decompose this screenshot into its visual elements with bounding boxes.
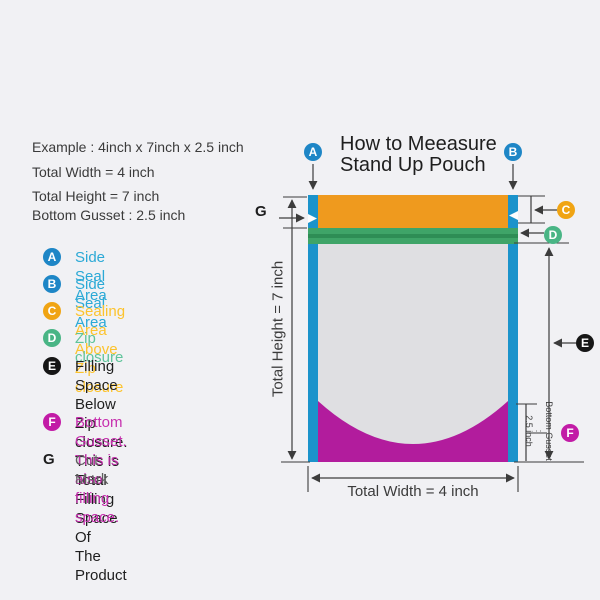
legend-label-d: Zip closure [75, 330, 124, 366]
cut-mark-notch-right [509, 211, 518, 220]
legend-item-c: C Sealing Area Above Zip closure [43, 302, 125, 396]
legend-label-c: Sealing Area Above Zip closure [75, 303, 126, 396]
legend-item-g: G Cut Mark [43, 451, 108, 488]
letter-g: G [43, 451, 55, 468]
badge-b: B [43, 275, 61, 293]
page-title: How to Meeasure Stand Up Pouch [340, 133, 497, 176]
dimension-lines [279, 164, 584, 492]
legend-label-e: Filling Space Below Zip closure. This Is… [75, 358, 128, 584]
example-line-1: Example : 4inch x 7inch x 2.5 inch [32, 139, 244, 155]
badge-f: F [43, 413, 61, 431]
legend-label-b: Side Seal Area [75, 276, 107, 331]
zip-closure-stripe [308, 234, 518, 238]
legend-label-f: Bottom Gusset. This is also filling spac… [75, 414, 127, 526]
badge-e: E [43, 357, 61, 375]
legend-item-f: F Bottom Gusset. This is also filling sp… [43, 413, 127, 526]
bottom-gusset-label: Bottom Gusset : 2.5 inch [524, 401, 554, 461]
diagram-badge-e: E [576, 334, 594, 352]
badge-a: A [43, 248, 61, 266]
total-height-label: Total Height = 7 inch [269, 260, 287, 398]
diagram-letter-g: G [255, 203, 267, 220]
legend-item-e: E Filling Space Below Zip closure. This … [43, 357, 128, 584]
legend-item-a: A Side Seal Area [43, 248, 107, 304]
side-seal-right [508, 195, 518, 462]
legend-label-g: Cut Mark [75, 452, 109, 488]
diagram-badge-b: B [504, 143, 522, 161]
badge-d: D [43, 329, 61, 347]
legend-item-d: D Zip closure [43, 329, 123, 366]
example-line-2: Total Width = 4 inch [32, 164, 155, 180]
diagram-badge-d: D [544, 226, 562, 244]
total-width-label: Total Width = 4 inch [347, 483, 479, 500]
top-seal-area [318, 195, 508, 228]
example-line-3: Total Height = 7 inch [32, 188, 160, 204]
legend-item-b: B Side Seal Area [43, 275, 107, 331]
badge-c: C [43, 302, 61, 320]
diagram-badge-a: A [304, 143, 322, 161]
example-line-4: Bottom Gusset : 2.5 inch [32, 207, 186, 223]
legend-label-a: Side Seal Area [75, 249, 107, 304]
diagram-badge-f: F [561, 424, 579, 442]
diagram-badge-c: C [557, 201, 575, 219]
bottom-gusset [318, 401, 508, 462]
side-seal-left [308, 195, 318, 462]
cut-mark-notch-left [308, 214, 317, 223]
